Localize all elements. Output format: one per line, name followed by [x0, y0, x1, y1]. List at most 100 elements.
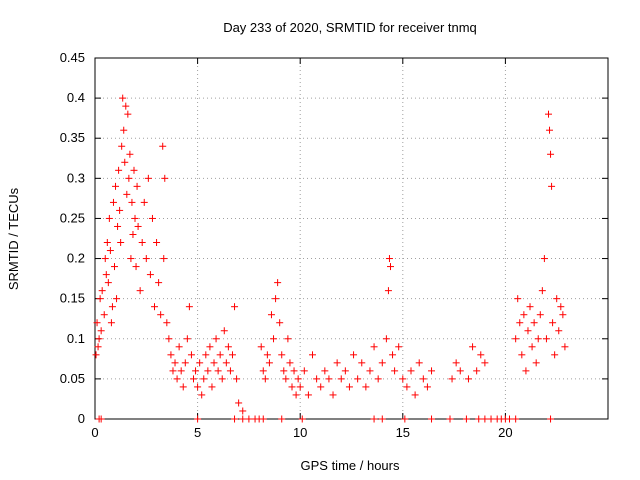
- data-point: [148, 214, 156, 222]
- data-point: [185, 303, 193, 311]
- data-point: [92, 351, 100, 359]
- data-point: [235, 399, 243, 407]
- data-point: [518, 351, 526, 359]
- data-point: [153, 239, 161, 247]
- data-point: [411, 391, 419, 399]
- data-point: [228, 351, 236, 359]
- data-point: [536, 311, 544, 319]
- data-point: [167, 351, 175, 359]
- grid: [95, 58, 608, 419]
- data-point: [127, 255, 135, 263]
- data-point: [374, 375, 382, 383]
- data-point: [263, 351, 271, 359]
- y-tick-label: 0.3: [67, 170, 85, 185]
- data-point: [155, 279, 163, 287]
- data-point: [274, 279, 282, 287]
- data-point: [130, 166, 138, 174]
- data-point: [239, 415, 247, 423]
- data-point: [401, 415, 409, 423]
- data-point: [110, 263, 118, 271]
- data-point: [259, 367, 267, 375]
- data-point: [109, 198, 117, 206]
- data-point: [233, 375, 241, 383]
- data-point: [102, 271, 110, 279]
- x-axis-label: GPS time / hours: [301, 458, 400, 473]
- data-point: [512, 335, 520, 343]
- data-point: [300, 367, 308, 375]
- data-point: [341, 367, 349, 375]
- data-point: [198, 391, 206, 399]
- data-point: [133, 182, 141, 190]
- data-point: [362, 383, 370, 391]
- data-point: [159, 142, 167, 150]
- y-tick-label: 0.15: [60, 291, 85, 306]
- data-point: [469, 343, 477, 351]
- data-point: [163, 319, 171, 327]
- data-point: [171, 359, 179, 367]
- data-point: [448, 375, 456, 383]
- data-point: [366, 367, 374, 375]
- data-point: [106, 247, 114, 255]
- x-tick-label: 5: [194, 425, 201, 440]
- data-point: [546, 126, 554, 134]
- data-point: [547, 150, 555, 158]
- data-point: [194, 383, 202, 391]
- data-point: [278, 415, 286, 423]
- data-point: [93, 319, 101, 327]
- data-point: [204, 367, 212, 375]
- plot-frame: [94, 57, 609, 420]
- data-point: [534, 335, 542, 343]
- data-point: [481, 415, 489, 423]
- data-point: [96, 295, 104, 303]
- data-point: [125, 174, 133, 182]
- data-point: [165, 335, 173, 343]
- data-point: [118, 142, 126, 150]
- data-point: [124, 110, 132, 118]
- data-point: [385, 255, 393, 263]
- data-point: [286, 359, 294, 367]
- y-tick-label: 0.35: [60, 130, 85, 145]
- data-point: [549, 319, 557, 327]
- data-point: [121, 158, 129, 166]
- data-point: [142, 255, 150, 263]
- data-point: [231, 415, 239, 423]
- data-point: [146, 271, 154, 279]
- data-point: [108, 303, 116, 311]
- data-point: [288, 383, 296, 391]
- data-point: [522, 367, 530, 375]
- data-point: [526, 303, 534, 311]
- data-point: [214, 367, 222, 375]
- y-tick-label: 0.45: [60, 50, 85, 65]
- data-point: [101, 255, 109, 263]
- data-point: [382, 335, 390, 343]
- data-point: [321, 367, 329, 375]
- data-point: [183, 335, 191, 343]
- data-point: [103, 239, 111, 247]
- data-point: [179, 383, 187, 391]
- data-point: [325, 375, 333, 383]
- data-point: [487, 415, 495, 423]
- data-point: [231, 303, 239, 311]
- data-point: [384, 287, 392, 295]
- data-point: [462, 415, 470, 423]
- data-point: [132, 263, 140, 271]
- data-point: [257, 343, 265, 351]
- data-point: [516, 319, 524, 327]
- data-point: [395, 343, 403, 351]
- data-point: [530, 319, 538, 327]
- data-point: [512, 415, 520, 423]
- data-point: [196, 359, 204, 367]
- data-point: [97, 327, 105, 335]
- data-point: [542, 335, 550, 343]
- data-point: [200, 375, 208, 383]
- data-point: [415, 359, 423, 367]
- data-point: [220, 327, 228, 335]
- data-point: [532, 359, 540, 367]
- data-point: [296, 383, 304, 391]
- data-point: [224, 343, 232, 351]
- data-point: [122, 102, 130, 110]
- data-point: [206, 343, 214, 351]
- y-tick-label: 0.25: [60, 210, 85, 225]
- data-point: [428, 415, 436, 423]
- y-tick-label: 0: [78, 411, 85, 426]
